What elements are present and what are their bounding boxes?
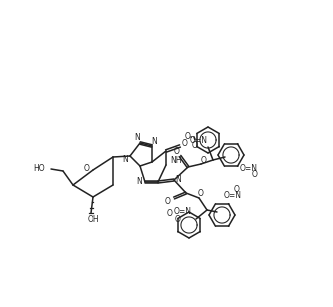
Text: O: O	[175, 216, 181, 224]
Text: O: O	[198, 188, 204, 197]
Text: N: N	[122, 154, 128, 164]
Text: O: O	[252, 169, 258, 178]
Text: O: O	[182, 138, 188, 147]
Text: NH: NH	[170, 156, 182, 165]
Text: OH: OH	[87, 216, 99, 224]
Text: N: N	[175, 174, 181, 184]
Text: O: O	[192, 141, 198, 150]
Text: O=N: O=N	[224, 191, 242, 200]
Text: HO: HO	[33, 164, 45, 173]
Text: O: O	[165, 197, 171, 207]
Text: O: O	[167, 208, 173, 217]
Text: N: N	[136, 177, 142, 185]
Text: O: O	[174, 146, 180, 156]
Text: N: N	[151, 137, 157, 146]
Text: N: N	[134, 133, 140, 142]
Text: O: O	[185, 131, 191, 141]
Text: O: O	[234, 185, 240, 193]
Text: O: O	[201, 156, 207, 165]
Text: O: O	[84, 164, 90, 173]
Text: O=N: O=N	[190, 135, 208, 145]
Text: O=N: O=N	[174, 207, 192, 216]
Text: O=N: O=N	[240, 164, 258, 173]
